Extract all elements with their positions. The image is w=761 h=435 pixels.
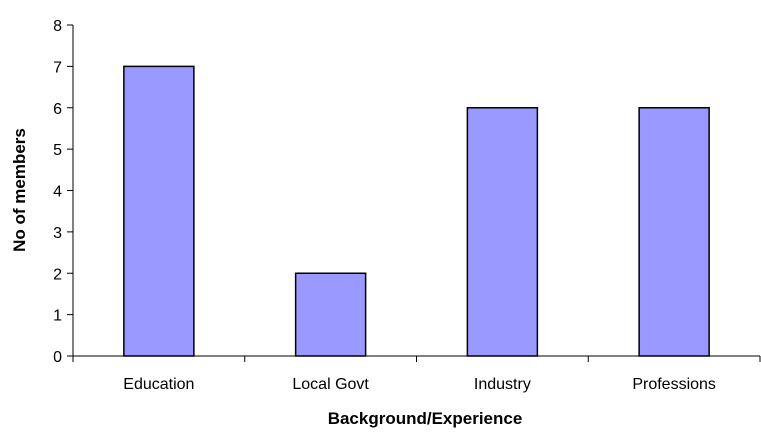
x-axis-title: Background/Experience — [328, 409, 523, 428]
bar-education — [123, 65, 195, 357]
y-tick-label: 7 — [53, 59, 62, 76]
y-tick-label: 3 — [53, 225, 62, 242]
bar-professions — [638, 107, 710, 357]
y-tick-label: 5 — [53, 142, 62, 159]
bar-industry — [466, 107, 539, 357]
x-tick-label: Local Govt — [292, 376, 369, 393]
bar-local-govt — [294, 272, 367, 357]
x-tick-label: Professions — [632, 376, 716, 393]
x-tick-label: Industry — [474, 376, 531, 393]
y-tick-label: 1 — [53, 308, 62, 325]
y-tick-label: 2 — [53, 266, 62, 283]
y-tick-label: 4 — [53, 184, 62, 201]
y-axis-title: No of members — [10, 128, 29, 252]
x-tick-label: Education — [123, 376, 194, 393]
y-tick-label: 0 — [53, 349, 62, 366]
y-tick-label: 8 — [53, 18, 62, 35]
plot-area: 0 1 2 3 4 5 6 7 8 Education Local Govt Industry Prof… — [53, 18, 761, 393]
y-tick-label: 6 — [53, 101, 62, 118]
